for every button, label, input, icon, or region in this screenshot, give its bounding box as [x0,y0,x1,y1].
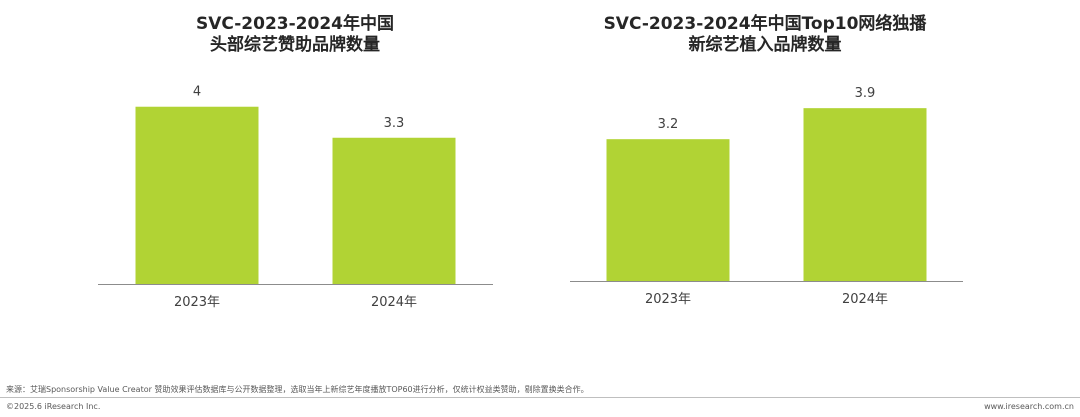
left-value-label-1: 4 [193,85,201,100]
right-bar-1 [606,139,730,281]
left-bar-1 [135,106,259,285]
footer-divider [0,397,1080,398]
left-x-tick-label-2: 2024年 [371,295,417,310]
left-x-tick-label-1: 2023年 [174,295,220,310]
right-x-tick-label-1: 2023年 [645,292,691,307]
website-url: www.iresearch.com.cn [984,402,1074,411]
source-note: 来源：艾瑞Sponsorship Value Creator 赞助效果评估数据库… [6,385,589,394]
left-value-label-2: 3.3 [384,116,405,131]
left-chart-title-line-1: SVC-2023-2024年中国 [195,14,394,34]
right-bar-2 [803,108,927,281]
right-bar-chart: 3.2 2023年 3.9 2024年 [570,86,963,307]
right-value-label-1: 3.2 [658,117,679,132]
right-chart-title-line-1: SVC-2023-2024年中国Top10网络独播 [603,14,927,34]
right-x-tick-label-2: 2024年 [842,292,888,307]
right-chart-title: SVC-2023-2024年中国Top10网络独播 新综艺植入品牌数量 [580,14,950,56]
right-chart-title-line-2: 新综艺植入品牌数量 [688,35,842,55]
left-chart-title-line-2: 头部综艺赞助品牌数量 [210,35,380,55]
left-bar-2 [332,137,456,284]
left-chart-title: SVC-2023-2024年中国 头部综艺赞助品牌数量 [110,14,480,56]
copyright-text: ©2025.6 iResearch Inc. [6,402,101,411]
right-value-label-2: 3.9 [855,86,876,101]
left-bar-chart: 4 2023年 3.3 2024年 [98,85,493,310]
